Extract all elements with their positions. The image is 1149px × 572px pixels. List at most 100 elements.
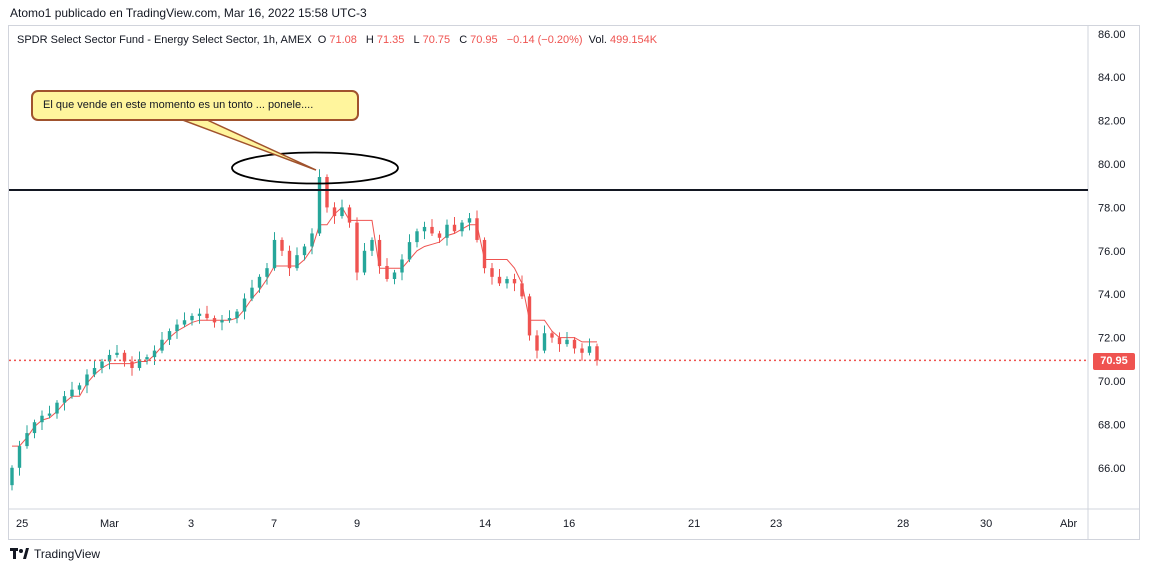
candle — [257, 274, 262, 293]
candle-body — [17, 446, 22, 468]
candle-body — [100, 361, 104, 368]
candle — [587, 338, 592, 356]
candle — [287, 245, 292, 276]
candle-body — [287, 250, 292, 269]
candle — [25, 425, 29, 449]
candle-body — [407, 242, 412, 260]
candle-body — [392, 272, 397, 280]
x-tick-label: 16 — [563, 518, 575, 530]
candle-body — [62, 396, 67, 403]
candle — [47, 405, 52, 419]
axes: 66.00 68.00 70.00 72.00 74.00 76.00 78.00 80.00… — [9, 26, 1139, 540]
candle-body — [422, 226, 427, 232]
candle-body — [220, 320, 224, 323]
candle-body — [182, 320, 187, 325]
candle — [482, 237, 487, 274]
candle-body — [325, 177, 329, 208]
open-label: O — [317, 34, 327, 46]
candle-body — [535, 335, 539, 351]
candle — [505, 276, 509, 289]
candle — [235, 308, 239, 324]
candle — [460, 219, 464, 237]
y-tick-label: 76.00 — [1098, 246, 1126, 258]
candle — [310, 228, 314, 255]
trail-line-path — [12, 206, 597, 447]
candle — [595, 343, 599, 366]
candle-body — [370, 239, 374, 251]
candle-body — [130, 361, 134, 368]
candle — [325, 174, 329, 213]
candle — [467, 213, 472, 231]
candle-body — [227, 318, 232, 321]
chart-frame[interactable] — [8, 25, 1140, 540]
candle-body — [557, 337, 562, 345]
candle — [145, 354, 149, 365]
candles — [10, 169, 599, 491]
candle-body — [512, 279, 517, 284]
candle — [385, 258, 389, 282]
candle — [557, 332, 562, 352]
candle-body — [160, 339, 164, 351]
candle-body — [452, 224, 457, 232]
callout-pointer — [179, 118, 317, 171]
annotation-text: El que vende en este momento es un tonto… — [43, 99, 314, 111]
candle — [182, 312, 187, 328]
x-tick-label: 21 — [688, 518, 700, 530]
y-tick-label: 68.00 — [1098, 419, 1126, 431]
candle — [32, 419, 37, 439]
x-tick-label: 9 — [354, 518, 360, 530]
candle — [377, 234, 382, 274]
candle-body — [467, 218, 472, 223]
candle — [572, 337, 577, 354]
candle-body — [332, 207, 337, 217]
candle — [580, 343, 584, 361]
y-tick-label: 80.00 — [1098, 159, 1126, 171]
candle — [85, 369, 89, 394]
candle-body — [355, 222, 359, 273]
candle-body — [242, 298, 247, 312]
x-tick-label: 25 — [16, 518, 28, 530]
candle — [152, 345, 157, 365]
volume-value: 499.154K — [610, 34, 658, 46]
candle-body — [475, 218, 479, 240]
candle-body — [235, 311, 239, 319]
candle-body — [85, 374, 89, 386]
candle-body — [92, 367, 97, 375]
y-tick-label: 66.00 — [1098, 463, 1126, 475]
candle — [10, 465, 14, 491]
candle — [175, 319, 179, 339]
candle-body — [437, 233, 442, 238]
candle-body — [10, 467, 14, 486]
footer-brand[interactable]: TradingView — [10, 547, 100, 561]
candle-body — [152, 350, 157, 358]
candle — [512, 273, 517, 292]
low-label: L — [413, 34, 420, 46]
candle — [130, 356, 134, 376]
low-value: 70.75 — [422, 34, 451, 46]
candle-body — [280, 239, 284, 251]
candle-body — [460, 222, 464, 232]
candle-body — [527, 296, 532, 336]
candle — [265, 262, 269, 285]
candle-body — [250, 287, 254, 299]
candle-body — [25, 433, 29, 447]
close-label: C — [459, 34, 468, 46]
close-value: 70.95 — [470, 34, 498, 46]
candle-body — [572, 339, 577, 349]
candle-body — [212, 318, 217, 323]
annotation-callout[interactable]: El que vende en este momento es un tonto… — [31, 90, 359, 121]
candle — [190, 313, 194, 326]
candle-body — [190, 315, 194, 321]
candle — [550, 330, 554, 343]
high-value: 71.35 — [376, 34, 405, 46]
candle — [280, 237, 284, 257]
candle — [392, 269, 397, 285]
candle — [332, 202, 337, 224]
candle — [17, 440, 22, 476]
y-tick-label: 74.00 — [1098, 289, 1126, 301]
candle — [430, 219, 434, 237]
x-tick-label: 30 — [980, 518, 992, 530]
candle — [220, 315, 224, 331]
candle-body — [430, 226, 434, 234]
